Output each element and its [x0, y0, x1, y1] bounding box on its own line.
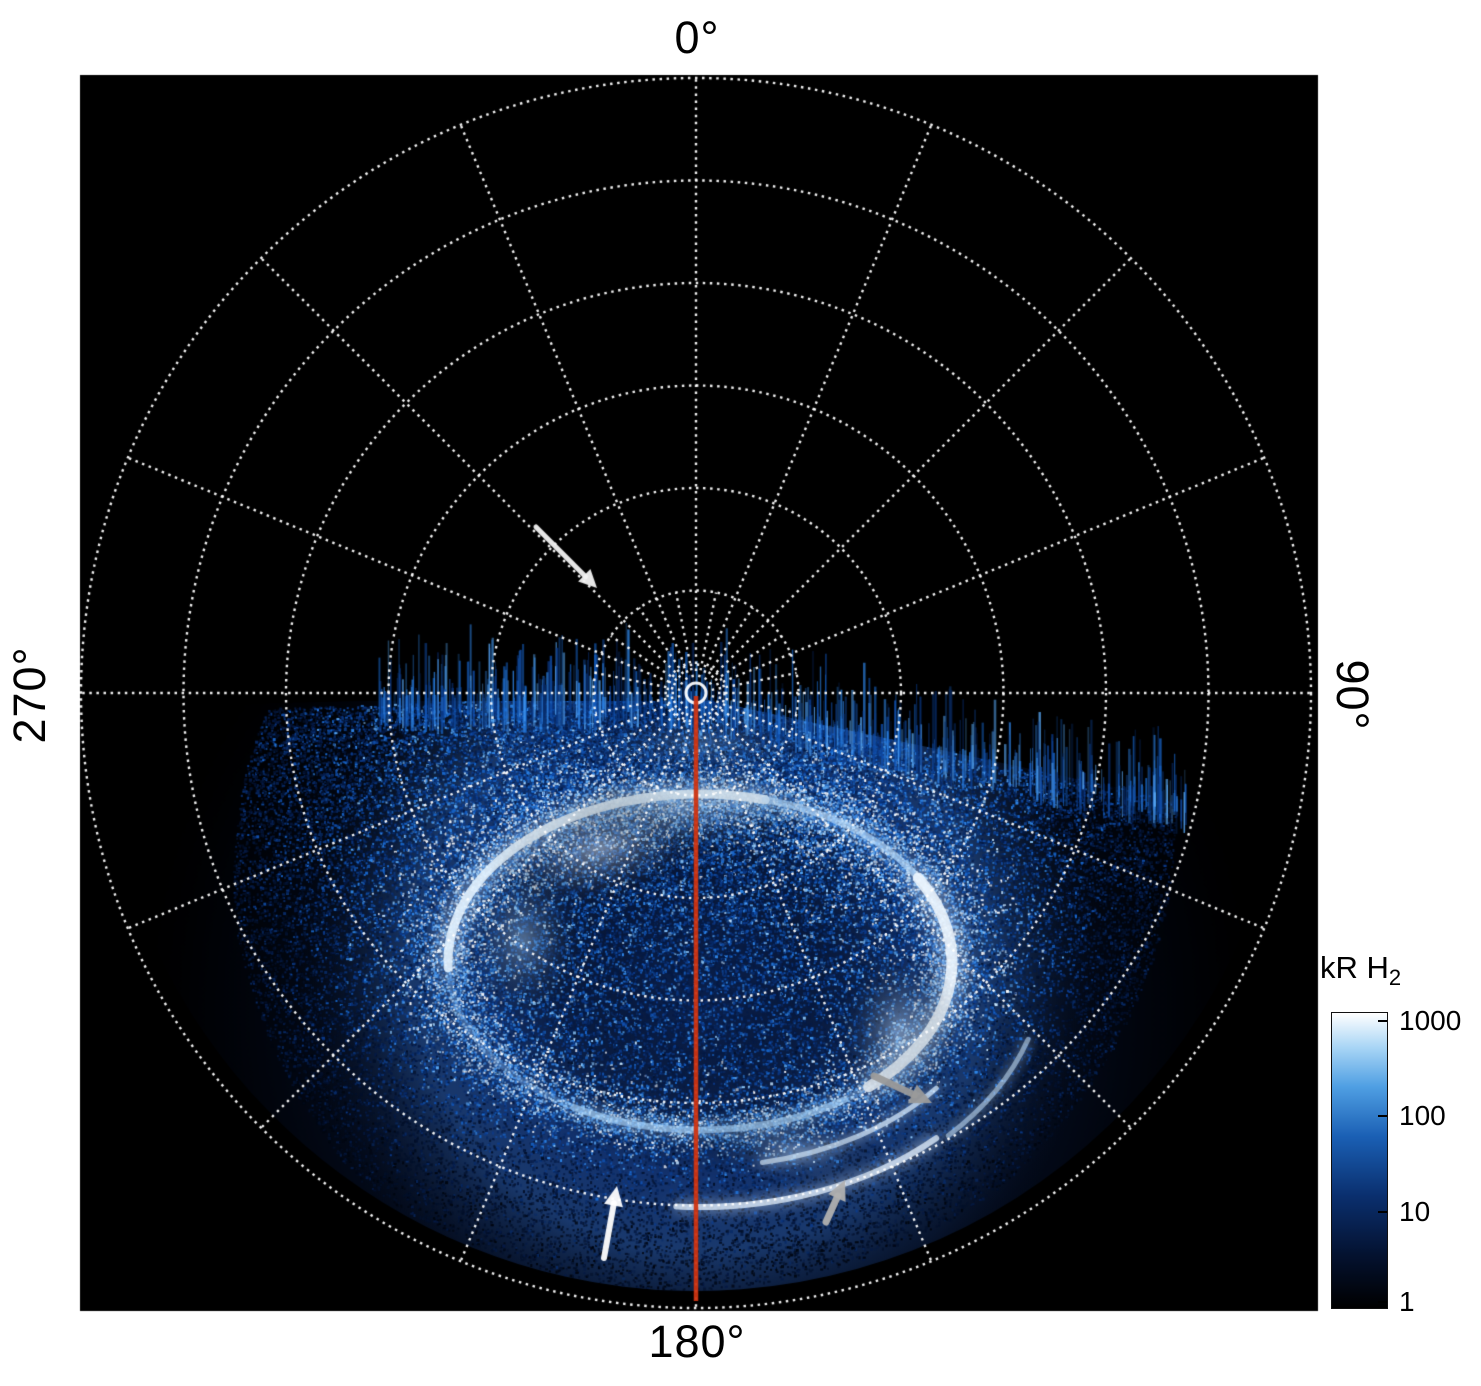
colorbar-tick-label: 100 [1399, 1099, 1446, 1131]
colorbar-tick-label: 1 [1399, 1285, 1415, 1317]
colorbar-title-main: kR H [1320, 950, 1389, 985]
colorbar-tick-mark [1378, 1114, 1387, 1117]
colorbar-tick-label: 1000 [1399, 1004, 1462, 1036]
angle-label-270: 270° [4, 646, 55, 744]
colorbar-title: kR H2 [1320, 950, 1401, 991]
colorbar-tick-mark [1378, 1300, 1387, 1303]
angle-label-180: 180° [648, 1316, 746, 1367]
colorbar-gradient [1331, 1012, 1388, 1309]
colorbar-title-sub: 2 [1388, 965, 1402, 991]
colorbar-tick-label: 10 [1399, 1196, 1431, 1228]
angle-label-0: 0° [674, 12, 720, 63]
colorbar: 1000 100 10 1 [1331, 1005, 1461, 1317]
colorbar-tick-mark [1378, 1211, 1387, 1214]
colorbar-tick-mark [1378, 1019, 1387, 1022]
angle-label-90: 90° [1327, 659, 1378, 731]
